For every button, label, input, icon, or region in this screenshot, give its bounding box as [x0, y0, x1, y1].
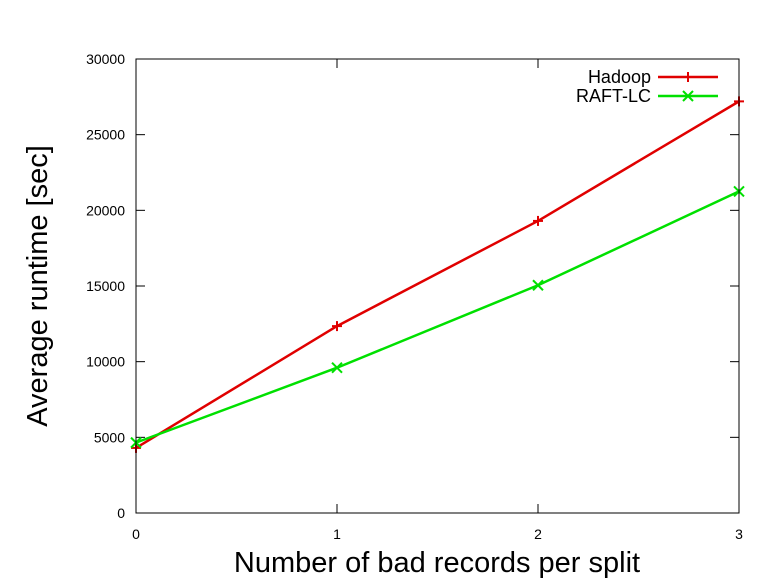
data-point — [332, 321, 342, 332]
data-point — [533, 215, 543, 226]
series-hadoop — [131, 96, 744, 453]
x-tick-label: 2 — [534, 526, 542, 542]
plot-frame — [135, 58, 740, 514]
tick-marks — [135, 58, 740, 514]
tick-labels: 0 5000 10000 15000 20000 25000 30000 0 1 2 3 — [86, 51, 743, 542]
y-tick-label: 0 — [117, 505, 125, 521]
series-line — [135, 100, 740, 449]
y-tick-label: 30000 — [86, 51, 125, 67]
series-layer — [130, 96, 745, 453]
series-line — [135, 190, 740, 444]
series-raft-lc — [130, 185, 745, 449]
y-tick-label: 10000 — [86, 354, 125, 370]
x-tick-label: 1 — [333, 526, 341, 542]
y-axis-title: Average runtime [sec] — [22, 145, 54, 427]
legend-item: Hadoop — [588, 67, 718, 87]
legend-marker — [682, 90, 694, 102]
x-tick-label: 0 — [132, 526, 140, 542]
data-point — [532, 279, 544, 291]
data-point — [331, 362, 343, 374]
y-tick-label: 5000 — [94, 429, 125, 445]
legend-marker — [683, 72, 693, 82]
legend-label: Hadoop — [588, 67, 651, 87]
y-tick-label: 20000 — [86, 202, 125, 218]
legend-label: RAFT-LC — [576, 86, 651, 106]
x-tick-label: 3 — [735, 526, 743, 542]
x-axis-title: Number of bad records per split — [234, 547, 640, 579]
y-tick-label: 25000 — [86, 127, 125, 143]
y-tick-label: 15000 — [86, 278, 125, 294]
legend-item: RAFT-LC — [576, 86, 718, 106]
